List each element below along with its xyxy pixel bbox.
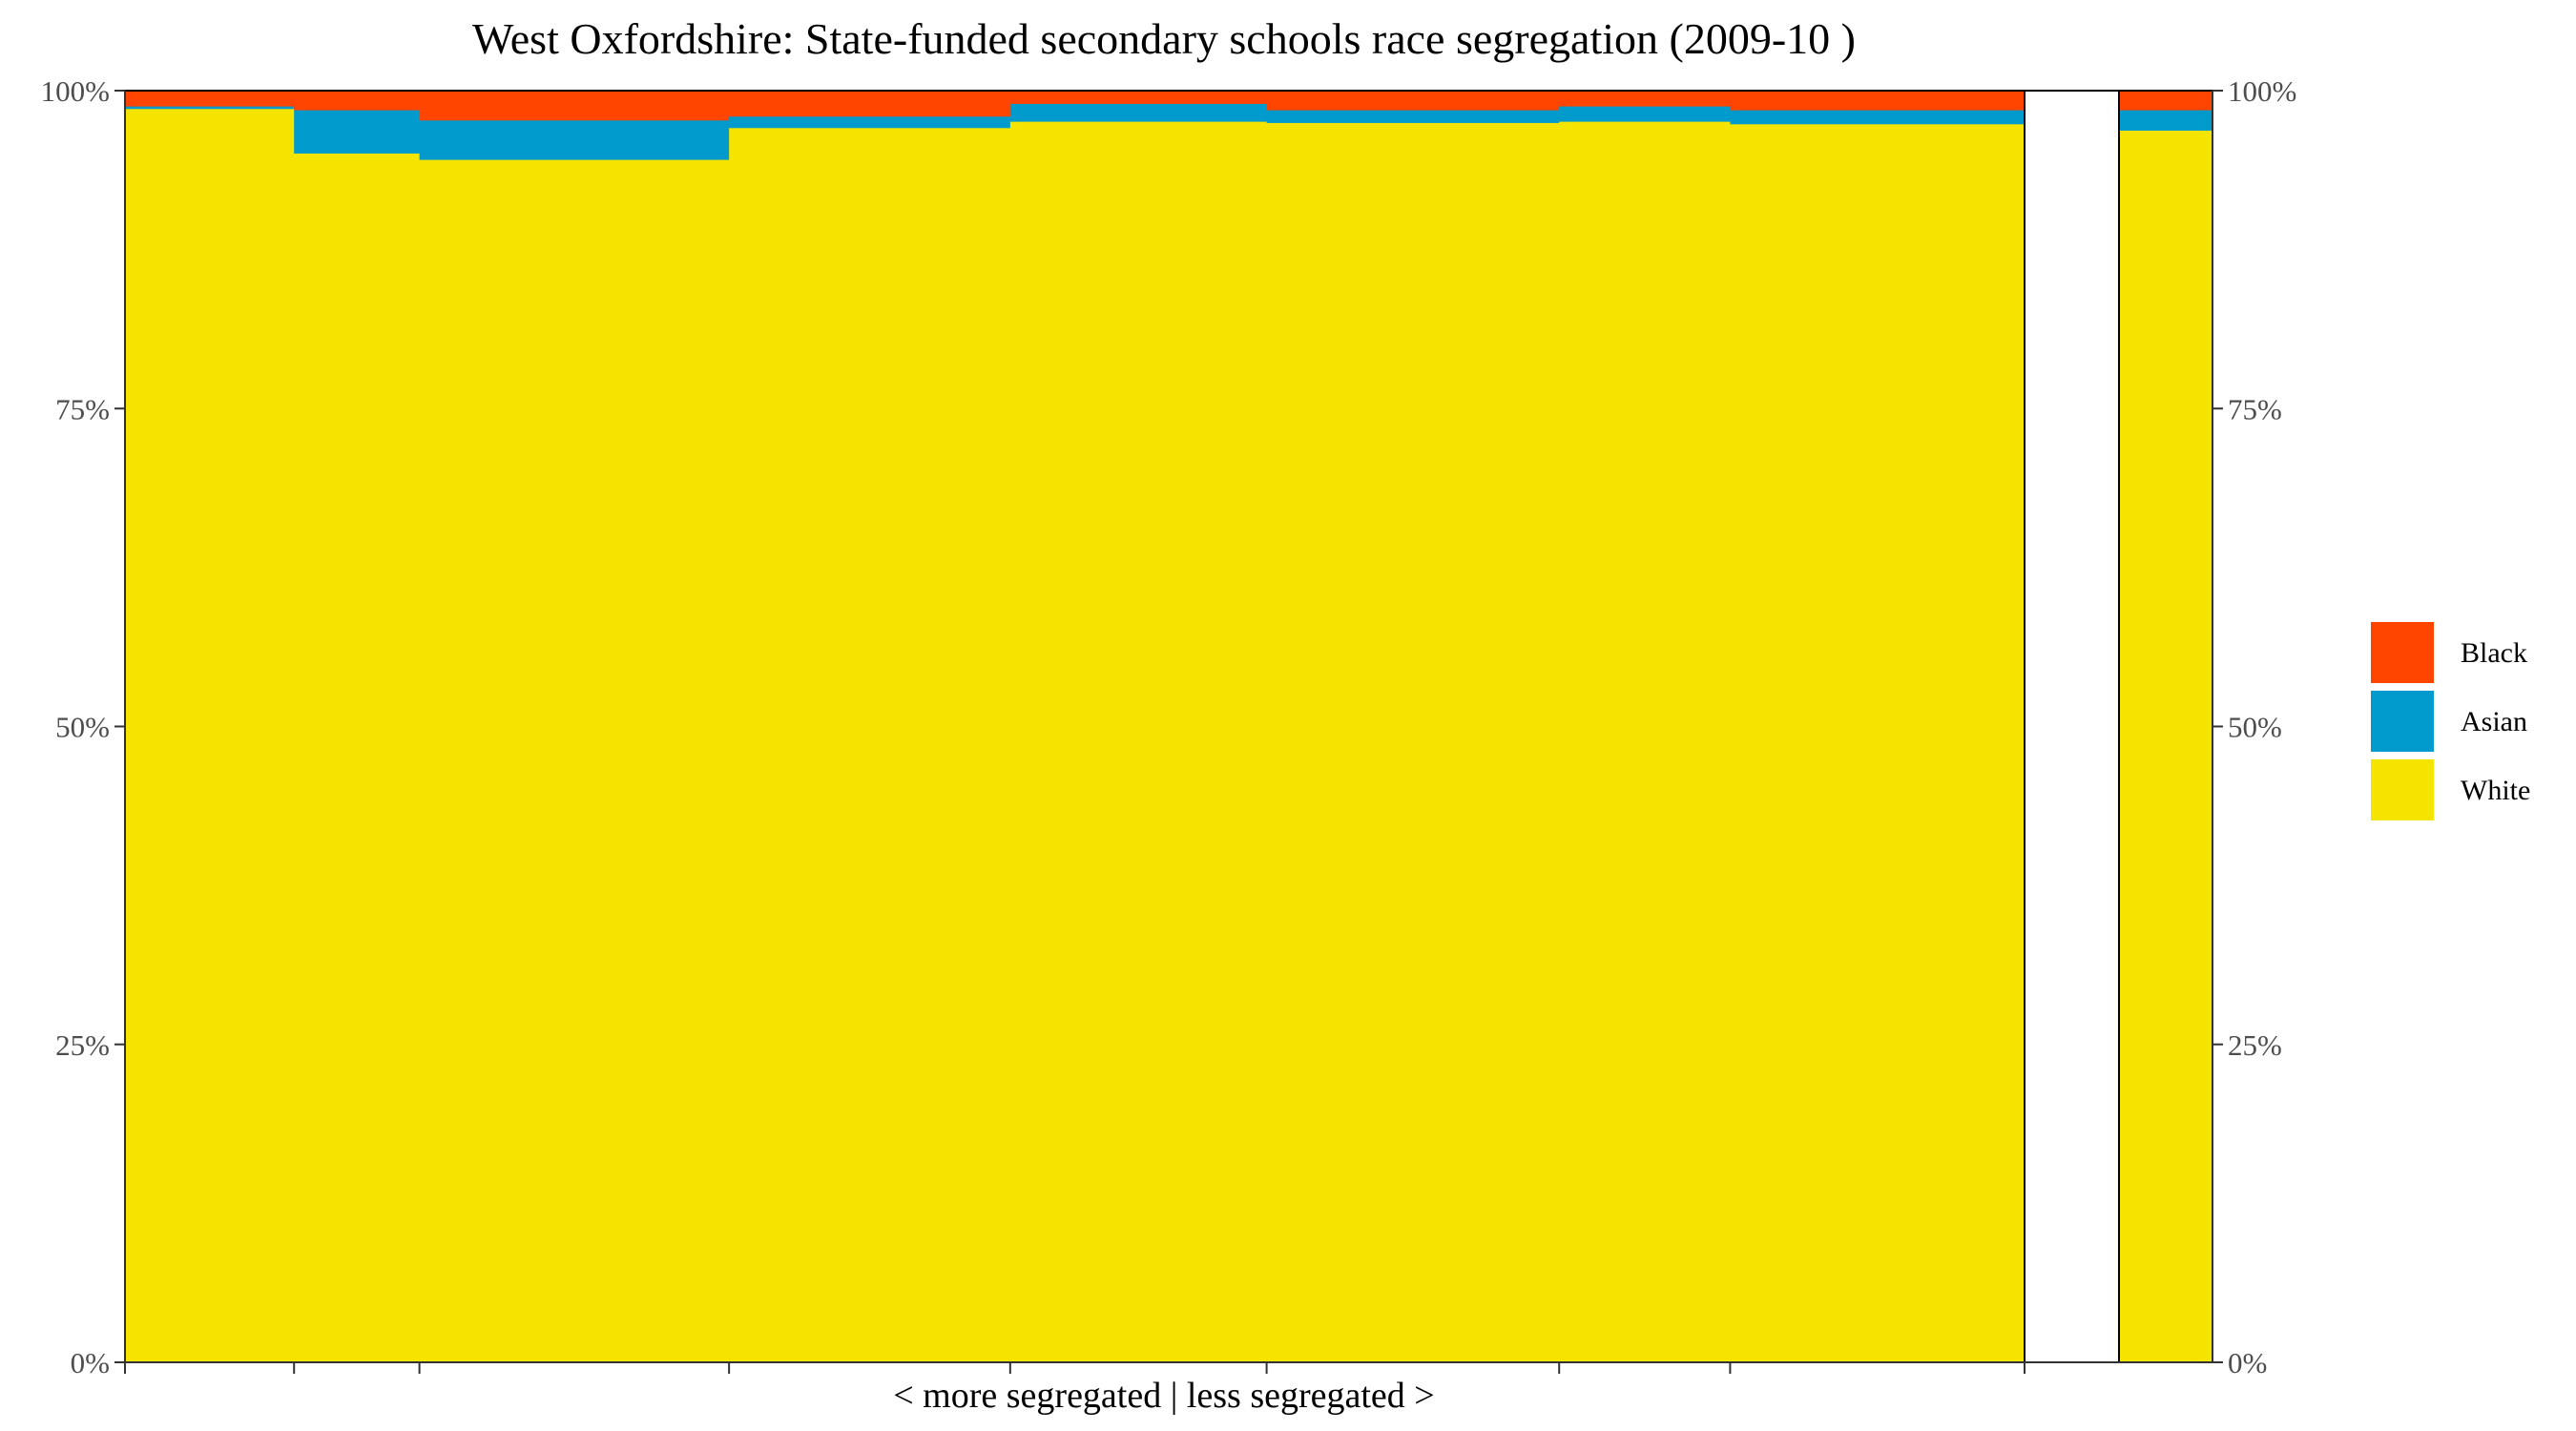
legend-label-asian: Asian	[2461, 706, 2527, 737]
bar-4-black	[729, 91, 1011, 117]
bar-6-black	[1266, 91, 1560, 111]
legend-swatch-black	[2371, 622, 2434, 683]
bar-3-white	[419, 158, 730, 1363]
y-tick-label-right-3: 75%	[2228, 392, 2282, 425]
y-tick-label-left-3: 75%	[55, 392, 110, 425]
bar-5-black	[1009, 91, 1268, 104]
legend-swatch-asian	[2371, 691, 2434, 752]
summary-bar-black	[2119, 91, 2212, 111]
bar-5-white	[1009, 120, 1268, 1363]
summary-bar	[2024, 90, 2213, 1363]
y-tick-label-right-0: 0%	[2228, 1346, 2267, 1379]
y-tick-label-left-4: 100%	[41, 74, 110, 108]
y-tick-label-left-1: 25%	[55, 1028, 110, 1062]
gap-panel-border	[2024, 90, 2120, 1363]
bar-7-white	[1559, 120, 1731, 1363]
bar-1-black	[125, 91, 295, 107]
bar-4-asian	[729, 115, 1011, 129]
bar-8-asian	[1730, 109, 2025, 125]
bar-6-white	[1266, 122, 1560, 1363]
y-tick-label-left-0: 0%	[71, 1346, 110, 1379]
bar-7-asian	[1559, 105, 1731, 122]
x-axis-label: < more segregated | less segregated >	[893, 1376, 1434, 1416]
axes: 0% 0% 25% 25% 50% 50% 75% 75% 100% 100%	[41, 74, 2297, 1379]
y-tick-label-right-4: 100%	[2228, 74, 2296, 108]
bar-1-white	[125, 108, 295, 1363]
legend-swatch-white	[2371, 759, 2434, 820]
chart-title: West Oxfordshire: State-funded secondary…	[472, 14, 1856, 63]
bar-8-white	[1730, 123, 2025, 1363]
legend: Black Asian White	[2371, 622, 2530, 820]
summary-bar-white	[2119, 130, 2212, 1363]
y-tick-label-left-2: 50%	[55, 711, 110, 744]
bar-1-asian	[125, 105, 295, 110]
bar-2-white	[294, 153, 421, 1363]
legend-label-white: White	[2461, 775, 2530, 806]
bar-5-asian	[1009, 103, 1268, 122]
y-tick-label-right-2: 50%	[2228, 711, 2282, 744]
bar-3-asian	[419, 119, 730, 160]
y-tick-label-right-1: 25%	[2228, 1028, 2282, 1062]
bar-3-black	[419, 91, 730, 121]
bar-2-black	[294, 91, 421, 111]
bar-7-black	[1559, 91, 1731, 107]
bar-4-white	[729, 127, 1011, 1363]
bar-2-asian	[294, 109, 421, 154]
summary-bar-asian	[2119, 109, 2212, 131]
bars-layer	[124, 90, 2025, 1363]
bar-8-black	[1730, 91, 2025, 111]
bar-6-asian	[1266, 109, 1560, 123]
legend-label-black: Black	[2461, 637, 2527, 669]
